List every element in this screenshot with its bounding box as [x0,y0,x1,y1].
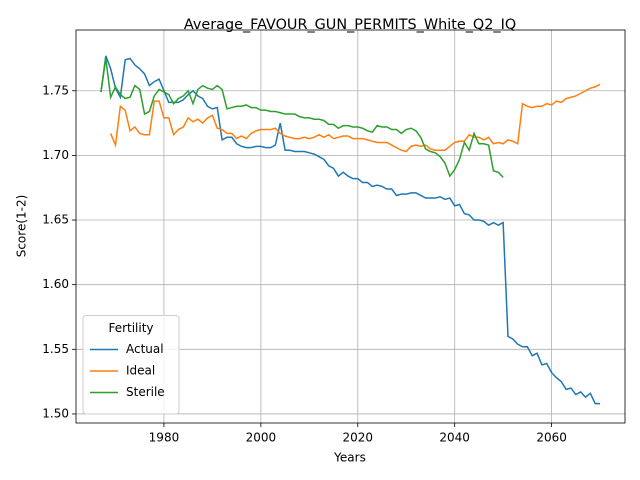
chart-title: Average_FAVOUR_GUN_PERMITS_White_Q2_IQ [184,17,516,33]
x-tick-label: 2040 [439,431,470,445]
series-line [109,83,601,153]
y-tick-label: 1.65 [42,213,69,227]
legend-label: Actual [126,342,164,356]
series-line [100,55,601,405]
x-tick-label: 2060 [536,431,567,445]
y-axis-label: Score(1-2) [15,195,29,258]
legend-title: Fertility [108,321,153,335]
x-tick-label: 1980 [149,431,180,445]
legend-label: Sterile [126,385,165,399]
x-tick-label: 2020 [342,431,373,445]
y-tick-label: 1.60 [42,277,69,291]
x-axis-label: Years [333,451,366,465]
y-tick-label: 1.75 [42,83,69,97]
y-tick-label: 1.55 [42,342,69,356]
x-tick-label: 2000 [246,431,277,445]
plot-frame [75,29,626,424]
legend-label: Ideal [126,364,155,378]
y-tick-label: 1.70 [42,148,69,162]
series-line [100,58,504,178]
legend-box [82,315,180,415]
y-tick-label: 1.50 [42,406,69,420]
